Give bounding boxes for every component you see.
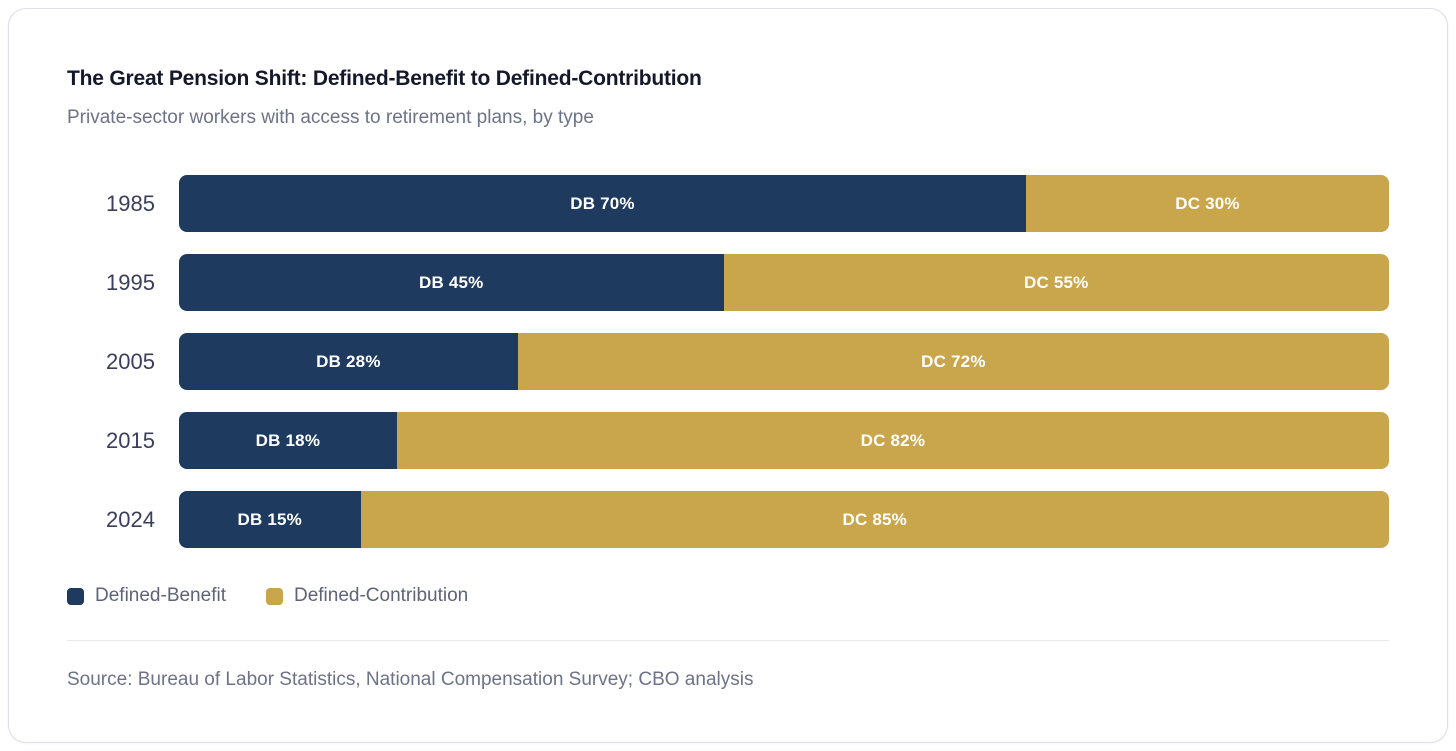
db-segment-label: DB 28% [316, 351, 381, 371]
year-label: 1985 [106, 190, 155, 216]
dc-segment-label: DC 72% [921, 351, 986, 371]
stacked-bar: DB 28% DC 72% [179, 333, 1389, 390]
db-segment: DB 18% [179, 412, 397, 469]
year-label: 2024 [106, 506, 155, 532]
dc-segment-label: DC 30% [1175, 193, 1240, 213]
year-label: 2015 [106, 427, 155, 453]
bar-row-2005: 2005 DB 28% DC 72% [67, 333, 1389, 390]
bar-row-2024: 2024 DB 15% DC 85% [67, 491, 1389, 548]
source-note: Source: Bureau of Labor Statistics, Nati… [67, 669, 754, 690]
legend: Defined-Benefit Defined-Contribution [67, 585, 1389, 607]
dc-segment-label: DC 85% [842, 509, 907, 529]
year-label: 2005 [106, 348, 155, 374]
dc-segment: DC 55% [723, 254, 1389, 311]
divider [67, 640, 1389, 641]
dc-segment: DC 82% [396, 412, 1389, 469]
db-segment-label: DB 70% [570, 193, 635, 213]
chart-card: The Great Pension Shift: Defined-Benefit… [8, 8, 1448, 743]
stacked-bar: DB 45% DC 55% [179, 254, 1389, 311]
stacked-bar: DB 18% DC 82% [179, 412, 1389, 469]
defined-contribution-swatch-icon [265, 587, 283, 605]
db-segment: DB 28% [179, 333, 518, 390]
stacked-bar-chart: 1985 DB 70% DC 30% 1995 DB 45% DC 55% [67, 175, 1389, 548]
dc-segment-label: DC 82% [860, 430, 926, 450]
legend-item-defined-contribution: Defined-Contribution [265, 585, 469, 607]
year-label: 1995 [106, 269, 155, 295]
db-segment: DB 70% [179, 175, 1026, 232]
db-segment: DB 45% [179, 254, 724, 311]
chart-subtitle: Private-sector workers with access to re… [67, 107, 594, 128]
dc-segment: DC 30% [1026, 175, 1389, 232]
legend-item-defined-benefit: Defined-Benefit [67, 585, 226, 607]
db-segment: DB 15% [179, 491, 361, 548]
page-title: The Great Pension Shift: Defined-Benefit… [67, 67, 702, 90]
db-segment-label: DB 18% [255, 430, 321, 450]
dc-segment: DC 72% [517, 333, 1389, 390]
bar-row-1985: 1985 DB 70% DC 30% [67, 175, 1389, 232]
defined-benefit-swatch-icon [67, 587, 84, 605]
bar-row-2015: 2015 DB 18% DC 82% [67, 412, 1389, 469]
stacked-bar: DB 70% DC 30% [179, 175, 1389, 232]
dc-segment: DC 85% [360, 491, 1389, 548]
stacked-bar: DB 15% DC 85% [179, 491, 1389, 548]
bar-row-1995: 1995 DB 45% DC 55% [67, 254, 1389, 311]
db-segment-label: DB 45% [418, 272, 484, 292]
legend-label: Defined-Contribution [293, 585, 469, 606]
dc-segment-label: DC 55% [1023, 272, 1089, 292]
db-segment-label: DB 15% [237, 509, 302, 529]
legend-label: Defined-Benefit [95, 585, 226, 606]
